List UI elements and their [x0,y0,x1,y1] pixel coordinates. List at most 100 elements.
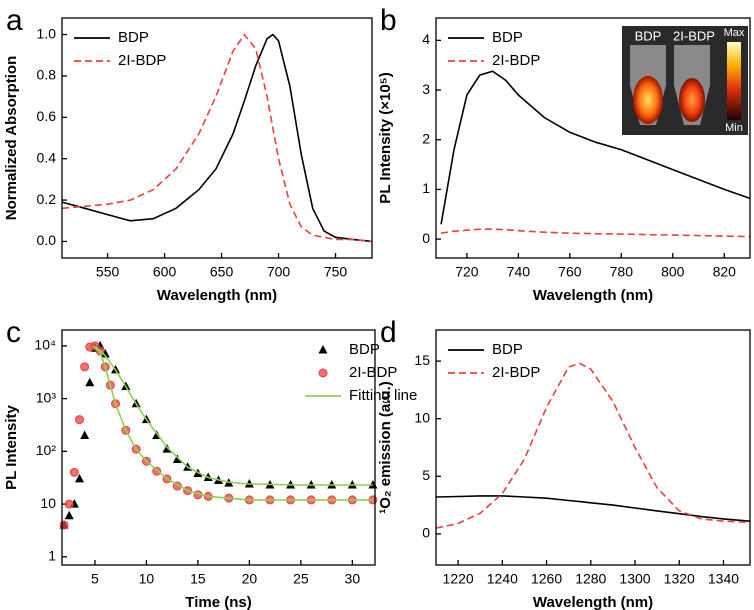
panel-label: b [380,4,397,37]
plot-frame [61,329,376,566]
x-tick-label: 10 [139,571,155,587]
data-point [85,377,95,387]
x-tick-label: 740 [507,264,531,280]
legend-label: 2I-BDP [492,364,540,381]
data-line [92,345,373,501]
y-tick-label: 0.4 [37,149,57,165]
y-tick-label: 10 [414,409,430,425]
legend-label: BDP [492,29,523,46]
y-tick-label: 0 [422,230,430,246]
legend-marker [318,368,328,378]
panel: d Wavelength (nm) ¹O₂ emission (a.u.) 1220 1… [377,316,751,610]
y-tick-label: 1 [48,548,56,564]
y-tick-label: 5 [422,467,430,483]
panel-label: a [6,4,23,37]
legend-label: Fitting line [349,387,417,404]
legend-label: 2I-BDP [492,52,540,69]
y-axis-label: PL Intensity (×10⁵) [377,72,394,203]
panel-label: d [380,316,397,349]
legend-marker [318,345,328,354]
x-tick-label: 1240 [487,571,518,587]
data-line [440,70,751,225]
y-tick-label: 2 [422,130,430,146]
inset-photo: BDP 2I-BDP Max Min [622,26,748,135]
y-tick-label: 0.2 [37,191,57,207]
data-line [435,362,751,529]
x-tick-label: 600 [153,264,177,280]
data-point [80,430,90,439]
y-tick-label: 10² [36,442,57,458]
plot-frame [435,329,751,566]
x-tick-label: 1320 [664,571,695,587]
plot-frame [61,17,373,259]
panel: b Wavelength (nm) PL Intensity (×10⁵) 720 74… [377,4,751,304]
y-tick-label: 1.0 [37,25,57,41]
legend-label: BDP [118,29,149,46]
x-tick-label: 1220 [443,571,474,587]
y-tick-label: 0.6 [37,108,57,124]
y-tick-label: 0 [422,525,430,541]
legend-label: 2I-BDP [349,364,397,381]
y-axis-label: Normalized Absorption [3,56,20,220]
x-tick-label: 30 [345,571,361,587]
x-tick-label: 720 [455,264,479,280]
plot-frame [435,17,751,259]
x-tick-label: 1340 [708,571,739,587]
tube-emission [679,78,705,122]
data-point [75,415,85,425]
colorbar [727,42,741,120]
x-tick-label: 25 [293,571,309,587]
data-point [162,444,172,453]
x-tick-label: 1280 [575,571,606,587]
y-axis-label: PL Intensity [3,404,20,489]
x-tick-label: 760 [558,264,582,280]
inset-label: BDP [635,28,662,43]
x-tick-label: 650 [210,264,234,280]
tube-emission [633,76,663,124]
data-point [75,473,85,483]
y-tick-label: 4 [422,31,430,47]
x-tick-label: 15 [190,571,206,587]
x-tick-label: 780 [610,264,634,280]
y-axis-label: ¹O₂ emission (a.u.) [377,381,394,514]
data-point [80,362,90,372]
data-point [64,499,74,509]
x-tick-label: 1260 [531,571,562,587]
data-point [100,349,110,358]
x-tick-label: 20 [242,571,258,587]
x-tick-label: 550 [96,264,120,280]
x-axis-label: Wavelength (nm) [533,594,653,610]
x-tick-label: 1300 [619,571,650,587]
data-line [61,33,373,243]
legend-label: 2I-BDP [118,52,166,69]
x-tick-label: 800 [661,264,685,280]
y-tick-label: 0.0 [37,232,57,248]
panel: c Time (ns) PL Intensity 5 10 15 20 25 30 1 10 10² 1… [3,316,417,610]
x-axis-label: Wavelength (nm) [157,287,277,304]
inset-label: 2I-BDP [673,28,715,43]
x-tick-label: 5 [91,571,99,587]
y-tick-label: 10³ [36,389,57,405]
y-tick-label: 10 [40,495,56,511]
y-tick-label: 15 [414,352,430,368]
legend-label: BDP [349,341,380,358]
legend-label: BDP [492,341,523,358]
y-tick-label: 0.8 [37,67,57,83]
colorbar-label: Min [725,122,743,134]
x-tick-label: 820 [713,264,737,280]
data-point [69,467,79,477]
x-tick-label: 700 [267,264,291,280]
data-line [440,228,751,238]
data-point [172,454,182,464]
panel: a Wavelength (nm) Normalized Absorption 550… [3,4,373,304]
data-point [64,510,74,520]
colorbar-label: Max [724,27,745,39]
y-tick-label: 1 [422,180,430,196]
y-tick-label: 10⁴ [34,337,56,353]
x-axis-label: Wavelength (nm) [533,287,653,304]
x-axis-label: Time (ns) [185,594,251,610]
panel-label: c [6,316,21,349]
x-tick-label: 750 [324,264,348,280]
data-point [59,520,69,530]
